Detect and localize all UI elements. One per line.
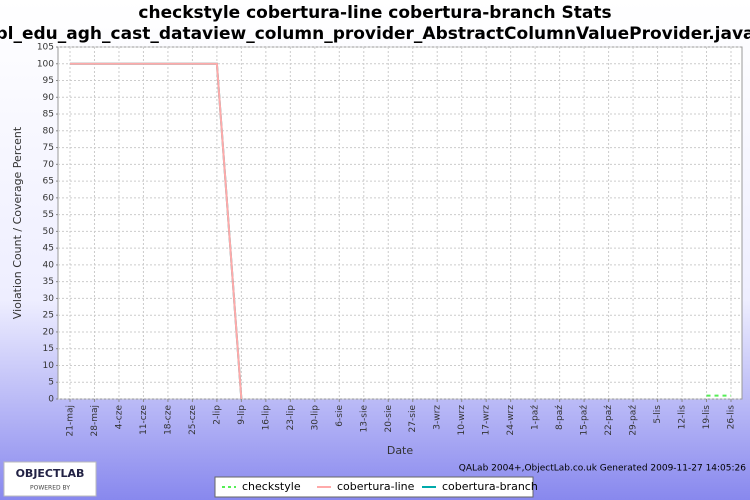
y-tick-label: 105 — [37, 43, 54, 53]
x-tick-label: 19-lis — [702, 405, 712, 430]
x-tick-label: 3-wrz — [433, 405, 443, 430]
logo: OBJECTLAB — [16, 467, 85, 480]
x-tick-label: 13-sie — [359, 405, 369, 433]
x-tick-label: 12-lis — [678, 405, 688, 430]
legend-label: cobertura-line — [337, 480, 415, 493]
x-tick-label: 27-sie — [408, 405, 418, 433]
y-tick-label: 80 — [43, 126, 55, 136]
x-tick-label: 10-wrz — [457, 405, 467, 436]
y-tick-label: 100 — [37, 59, 54, 69]
y-tick-label: 90 — [43, 93, 55, 103]
x-tick-label: 6-sie — [335, 405, 345, 427]
x-tick-label: 1-paź — [531, 405, 541, 430]
x-tick-label: 4-cze — [114, 405, 124, 430]
y-tick-label: 45 — [43, 244, 54, 254]
x-tick-label: 15-paź — [580, 405, 590, 436]
y-tick-label: 50 — [43, 227, 55, 237]
x-tick-label: 24-wrz — [506, 405, 516, 436]
x-tick-label: 25-cze — [188, 405, 198, 435]
x-tick-label: 28-maj — [90, 405, 100, 436]
y-tick-label: 55 — [43, 210, 54, 220]
x-tick-label: 22-paź — [604, 405, 614, 436]
y-tick-label: 85 — [43, 110, 54, 120]
y-tick-label: 65 — [43, 177, 54, 187]
y-tick-label: 20 — [43, 327, 55, 337]
y-tick-label: 70 — [43, 160, 55, 170]
y-tick-label: 30 — [43, 294, 55, 304]
logo-tagline: POWERED BY — [30, 485, 70, 492]
y-tick-label: 0 — [48, 395, 54, 405]
y-tick-label: 60 — [43, 193, 55, 203]
y-tick-label: 35 — [43, 277, 54, 287]
y-tick-label: 10 — [43, 361, 55, 371]
x-axis-label: Date — [387, 444, 414, 457]
y-tick-label: 15 — [43, 344, 54, 354]
legend-label: cobertura-branch — [442, 480, 538, 493]
chart-title: checkstyle cobertura-line cobertura-bran… — [138, 3, 611, 23]
legend-label: checkstyle — [242, 480, 301, 493]
x-tick-label: 5-lis — [653, 405, 663, 424]
x-tick-label: 16-lip — [261, 405, 271, 431]
y-tick-label: 95 — [43, 76, 54, 86]
y-tick-label: 75 — [43, 143, 54, 153]
chart-subtitle: pl_edu_agh_cast_dataview_column_provider… — [0, 24, 750, 44]
x-tick-label: 9-lip — [237, 405, 247, 425]
x-tick-label: 29-paź — [629, 405, 639, 436]
x-tick-label: 11-cze — [139, 405, 149, 435]
x-tick-label: 17-wrz — [482, 405, 492, 436]
y-tick-label: 5 — [48, 378, 54, 388]
legend — [214, 476, 534, 498]
x-tick-label: 23-lip — [286, 405, 296, 431]
x-tick-label: 30-lip — [310, 405, 320, 431]
x-tick-label: 2-lip — [212, 405, 222, 425]
x-tick-label: 8-paź — [555, 405, 565, 430]
y-tick-label: 25 — [43, 311, 54, 321]
logo-box — [3, 461, 97, 497]
plot-area — [57, 46, 743, 400]
y-tick-label: 40 — [43, 260, 55, 270]
x-tick-label: 21-maj — [66, 405, 76, 436]
y-axis-label: Violation Count / Coverage Percent — [11, 126, 24, 319]
x-tick-label: 18-cze — [163, 405, 173, 435]
series-line — [70, 62, 243, 400]
footer: QALab 2004+,ObjectLab.co.uk Generated 20… — [459, 464, 746, 474]
x-tick-label: 26-lis — [727, 405, 737, 430]
x-tick-label: 20-sie — [384, 405, 394, 433]
